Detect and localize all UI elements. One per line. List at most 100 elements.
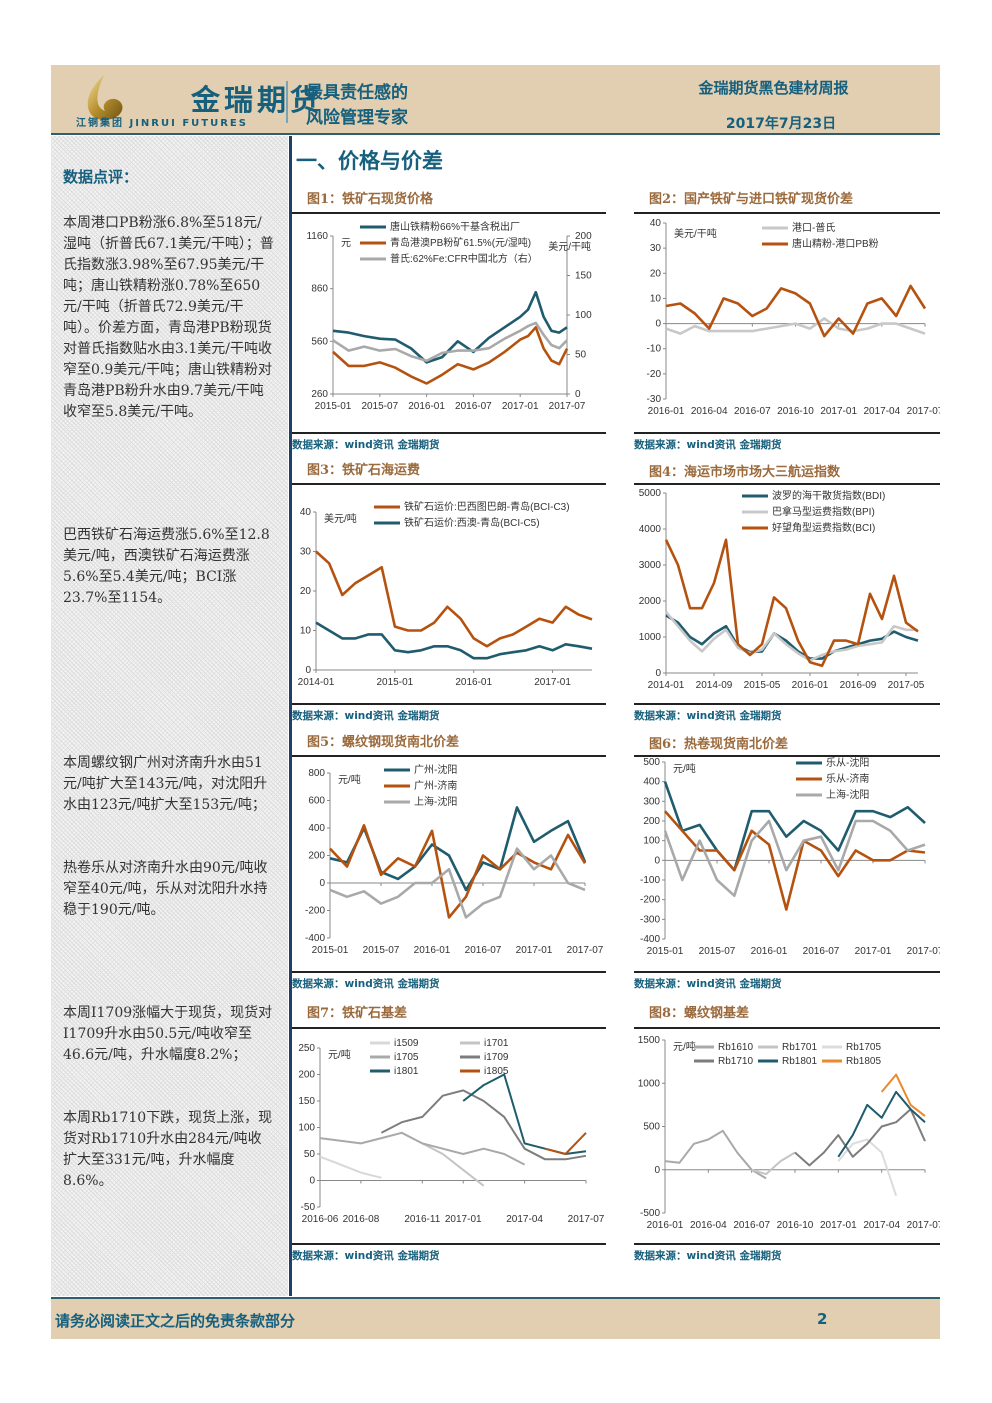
legend-label: 唐山铁精粉66%干基含税出厂 xyxy=(390,220,520,233)
figure-rule xyxy=(634,1027,940,1029)
line-chart: -500 0 500 1000 1500 2016-01 2016-04 2016-07 201… xyxy=(638,1035,940,1231)
y-tick-label: 2000 xyxy=(639,596,662,607)
unit-label: 元/吨 xyxy=(328,1048,351,1061)
legend-label: 铁矿石运价:西澳-青岛(BCI-C5) xyxy=(404,516,540,529)
series-line-波罗的海干散货指数(BDI) xyxy=(665,614,919,660)
figure-title: 图1：铁矿石现货价格 xyxy=(307,192,434,207)
y-tick-label: 0 xyxy=(319,878,325,889)
x-tick-label: 2016-04 xyxy=(691,406,728,417)
x-tick-label: 2017-07 xyxy=(568,1214,605,1225)
x-tick-label: 2015-01 xyxy=(647,946,684,957)
series-line-Rb1805 xyxy=(880,1073,926,1117)
unit-label-right: 美元/干吨 xyxy=(548,240,591,253)
comment-paragraph: 热卷乐从对济南升水由90元/吨收窄至40元/吨，乐从对沈阳升水持稳于190元/吨… xyxy=(63,860,268,918)
series-line-Rb1710 xyxy=(794,1108,926,1167)
x-tick-label: 2015-01 xyxy=(315,401,352,412)
data-source: 数据来源：wind资讯 金瑞期货 xyxy=(634,710,782,722)
y-tick-label: 4000 xyxy=(639,524,662,535)
section-title: 一、价格与价差 xyxy=(296,149,443,173)
y-tick-label: -50 xyxy=(301,1202,316,1213)
legend-label: 上海-沈阳 xyxy=(826,788,869,801)
comment-paragraph: 巴西铁矿石海运费涨5.6%至12.8美元/吨，西澳铁矿石海运费涨5.6%至5.4… xyxy=(63,527,270,606)
y-tick-label-right: 200 xyxy=(575,231,592,242)
figure-rule xyxy=(292,212,606,214)
x-tick-label: 2015-01 xyxy=(377,677,414,688)
legend-label: Rb1805 xyxy=(846,1056,881,1067)
series-line-Rb1610 xyxy=(664,1129,767,1180)
x-tick-label: 2017-07 xyxy=(907,946,940,957)
x-tick-label: 2015-01 xyxy=(312,945,349,956)
y-tick-label: -400 xyxy=(640,934,660,945)
series-line-上海-沈阳 xyxy=(663,819,926,897)
y-tick-label: 0 xyxy=(655,668,661,679)
line-chart: 0 10 20 30 40 2014-01 2015-01 2016-01 2017-01 美元/… xyxy=(298,500,593,688)
unit-label: 元/吨 xyxy=(673,762,696,775)
series-line-广州-沈阳 xyxy=(329,806,587,892)
y-tick-label: 100 xyxy=(298,1123,315,1134)
series-line-港口-普氏 xyxy=(665,317,926,335)
legend-label: 波罗的海干散货指数(BDI) xyxy=(772,489,885,502)
comment-paragraph: 本周Rb1710下跌，现货上涨，现货对Rb1710升水由284元/吨收扩大至33… xyxy=(63,1110,273,1189)
legend-label: Rb1801 xyxy=(782,1056,817,1067)
y-tick-label: 500 xyxy=(643,757,660,768)
y-tick-label-right: 100 xyxy=(575,310,592,321)
page-footer: 请务必阅读正文之后的免责条款部分 2 xyxy=(51,1297,940,1339)
data-source: 数据来源：wind资讯 金瑞期货 xyxy=(292,1250,440,1262)
y-tick-label: 1000 xyxy=(639,632,662,643)
y-tick-label-right: 50 xyxy=(575,350,587,361)
data-source: 数据来源：wind资讯 金瑞期货 xyxy=(292,710,440,722)
y-tick-label: 560 xyxy=(311,336,328,347)
y-tick-label: 0 xyxy=(309,1176,315,1187)
page-number: 2 xyxy=(817,1310,828,1328)
figure-title: 图4：海运市场市场大三航运指数 xyxy=(649,465,841,480)
brand-name: 金瑞期货 xyxy=(191,83,324,117)
series-line-上海-沈阳 xyxy=(329,847,586,919)
legend-label: Rb1610 xyxy=(718,1042,753,1053)
header-divider xyxy=(286,81,288,123)
y-tick-label: -500 xyxy=(640,1208,660,1219)
data-source: 数据来源：wind资讯 金瑞期货 xyxy=(634,439,782,451)
x-tick-label: 2016-01 xyxy=(751,946,788,957)
x-tick-label: 2017-07 xyxy=(907,1220,940,1231)
y-tick-label: 1160 xyxy=(306,231,328,242)
data-source: 数据来源：wind资讯 金瑞期货 xyxy=(634,978,782,990)
unit-label: 元/吨 xyxy=(673,1040,696,1053)
x-tick-label: 2015-05 xyxy=(744,680,781,691)
x-tick-label: 2017-04 xyxy=(506,1214,543,1225)
legend-label: 青岛港澳PB粉矿61.5%(元/湿吨) xyxy=(390,236,531,249)
figure-title: 图7：铁矿石基差 xyxy=(307,1006,408,1021)
figure-title: 图8：螺纹钢基差 xyxy=(649,1006,750,1021)
unit-label: 美元/吨 xyxy=(324,512,357,525)
disclaimer-notice: 请务必阅读正文之后的免责条款部分 xyxy=(55,1312,296,1330)
series-line-乐从-济南 xyxy=(664,810,926,911)
x-tick-label: 2016-01 xyxy=(408,401,445,412)
y-tick-label: 10 xyxy=(300,626,312,637)
x-tick-label: 2014-01 xyxy=(298,677,335,688)
report-date: 2017年7月23日 xyxy=(725,116,837,132)
x-tick-label: 2016-01 xyxy=(455,677,492,688)
sidebar-divider xyxy=(289,136,292,1296)
y-tick-label: 40 xyxy=(650,218,662,229)
series-line-Rb1701 xyxy=(751,1151,796,1176)
x-tick-label: 2017-05 xyxy=(888,680,925,691)
y-tick-label: 800 xyxy=(308,768,325,779)
unit-label: 美元/干吨 xyxy=(674,227,717,240)
figure-title: 图5：螺纹钢现货南北价差 xyxy=(307,735,460,750)
legend-label: Rb1710 xyxy=(718,1056,753,1067)
series-line-乐从-沈阳 xyxy=(663,781,926,872)
y-tick-label: 3000 xyxy=(639,560,662,571)
x-tick-label: 2016-11 xyxy=(404,1214,440,1225)
sidebar xyxy=(51,136,288,1296)
series-line-好望角型运费指数(BCI) xyxy=(664,538,919,668)
company-logo xyxy=(87,75,123,120)
legend-label: 港口-普氏 xyxy=(792,221,835,234)
legend-label: 乐从-沈阳 xyxy=(826,757,869,769)
x-tick-label: 2016-01 xyxy=(648,406,685,417)
figure-rule xyxy=(292,432,606,434)
x-tick-label: 2017-01 xyxy=(855,946,892,957)
x-tick-label: 2017-07 xyxy=(567,945,604,956)
x-tick-label: 2017-04 xyxy=(863,1220,900,1231)
x-tick-label: 2016-10 xyxy=(777,1220,814,1231)
y-tick-label: -200 xyxy=(305,906,325,917)
sidebar-heading: 数据点评： xyxy=(63,168,139,186)
